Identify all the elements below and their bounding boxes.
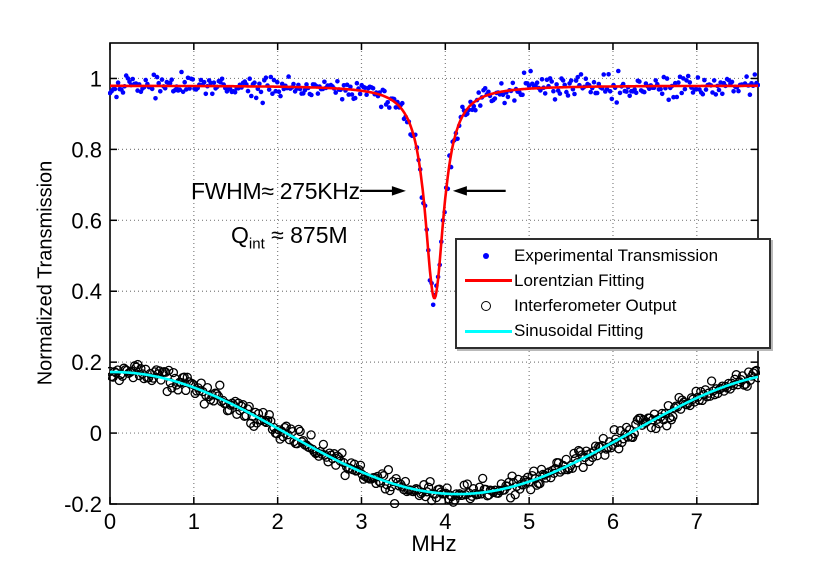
legend-label: Sinusoidal Fitting [514,321,644,341]
cyan-line-swatch-icon [465,329,512,333]
legend-marker-area [457,301,514,312]
legend-marker-area [457,329,514,333]
svg-text:7: 7 [691,509,703,534]
legend: Experimental Transmission Lorentzian Fit… [455,238,771,349]
fwhm-arrows [359,186,506,196]
svg-text:1: 1 [188,509,200,534]
q-factor-annotation: Qint ≈ 875M [231,222,348,253]
q-subscript: int [248,235,265,253]
series-lorentzian-fitting [109,84,759,300]
legend-entry-sinusoidal-fitting: Sinusoidal Fitting [457,319,769,344]
svg-text:-0.2: -0.2 [64,492,102,517]
red-line-swatch-icon [465,279,512,283]
svg-text:6: 6 [607,509,619,534]
svg-text:0.6: 0.6 [71,208,102,233]
legend-marker-area [457,279,514,283]
x-tick-labels: 0 1 2 3 4 5 6 7 [104,509,703,534]
svg-text:0.2: 0.2 [71,350,102,375]
svg-text:2: 2 [272,509,284,534]
series-layer [108,68,760,508]
series-sinusoidal-fitting [109,370,759,496]
x-axis-label: MHz [411,531,457,556]
legend-entry-experimental-transmission: Experimental Transmission [457,243,769,268]
fwhm-annotation: FWHM≈ 275KHz [191,178,360,204]
svg-text:0.8: 0.8 [71,137,102,162]
svg-text:4: 4 [439,509,451,534]
q-value: ≈ 875M [264,222,348,248]
legend-entry-lorentzian-fitting: Lorentzian Fitting [457,268,769,293]
legend-label: Lorentzian Fitting [514,270,645,290]
legend-label: Experimental Transmission [514,245,719,265]
series-interferometer-output [108,359,760,508]
svg-text:0.4: 0.4 [71,279,102,304]
legend-marker-area [457,252,514,259]
legend-entry-interferometer-output: Interferometer Output [457,294,769,319]
svg-text:0: 0 [104,509,116,534]
svg-text:3: 3 [355,509,367,534]
y-axis-label: Normalized Transmission [34,160,57,386]
svg-text:0: 0 [90,421,102,446]
y-tick-labels: -0.2 0 0.2 0.4 0.6 0.8 1 [64,66,102,517]
q-symbol: Q [231,222,249,248]
open-circle-marker-icon [480,301,491,312]
svg-text:1: 1 [90,66,102,91]
blue-dot-marker-icon [482,252,489,259]
svg-text:5: 5 [523,509,535,534]
legend-label: Interferometer Output [514,296,677,316]
